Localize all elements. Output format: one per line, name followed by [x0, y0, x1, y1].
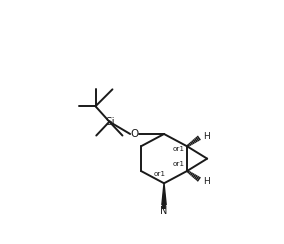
Text: O: O [131, 129, 139, 139]
Text: H: H [203, 177, 210, 186]
Text: or1: or1 [173, 161, 185, 167]
Text: N: N [160, 206, 168, 216]
Text: or1: or1 [153, 171, 165, 177]
Text: or1: or1 [173, 146, 185, 152]
Text: Si: Si [105, 117, 115, 127]
Text: H: H [203, 132, 210, 141]
Polygon shape [162, 183, 166, 205]
